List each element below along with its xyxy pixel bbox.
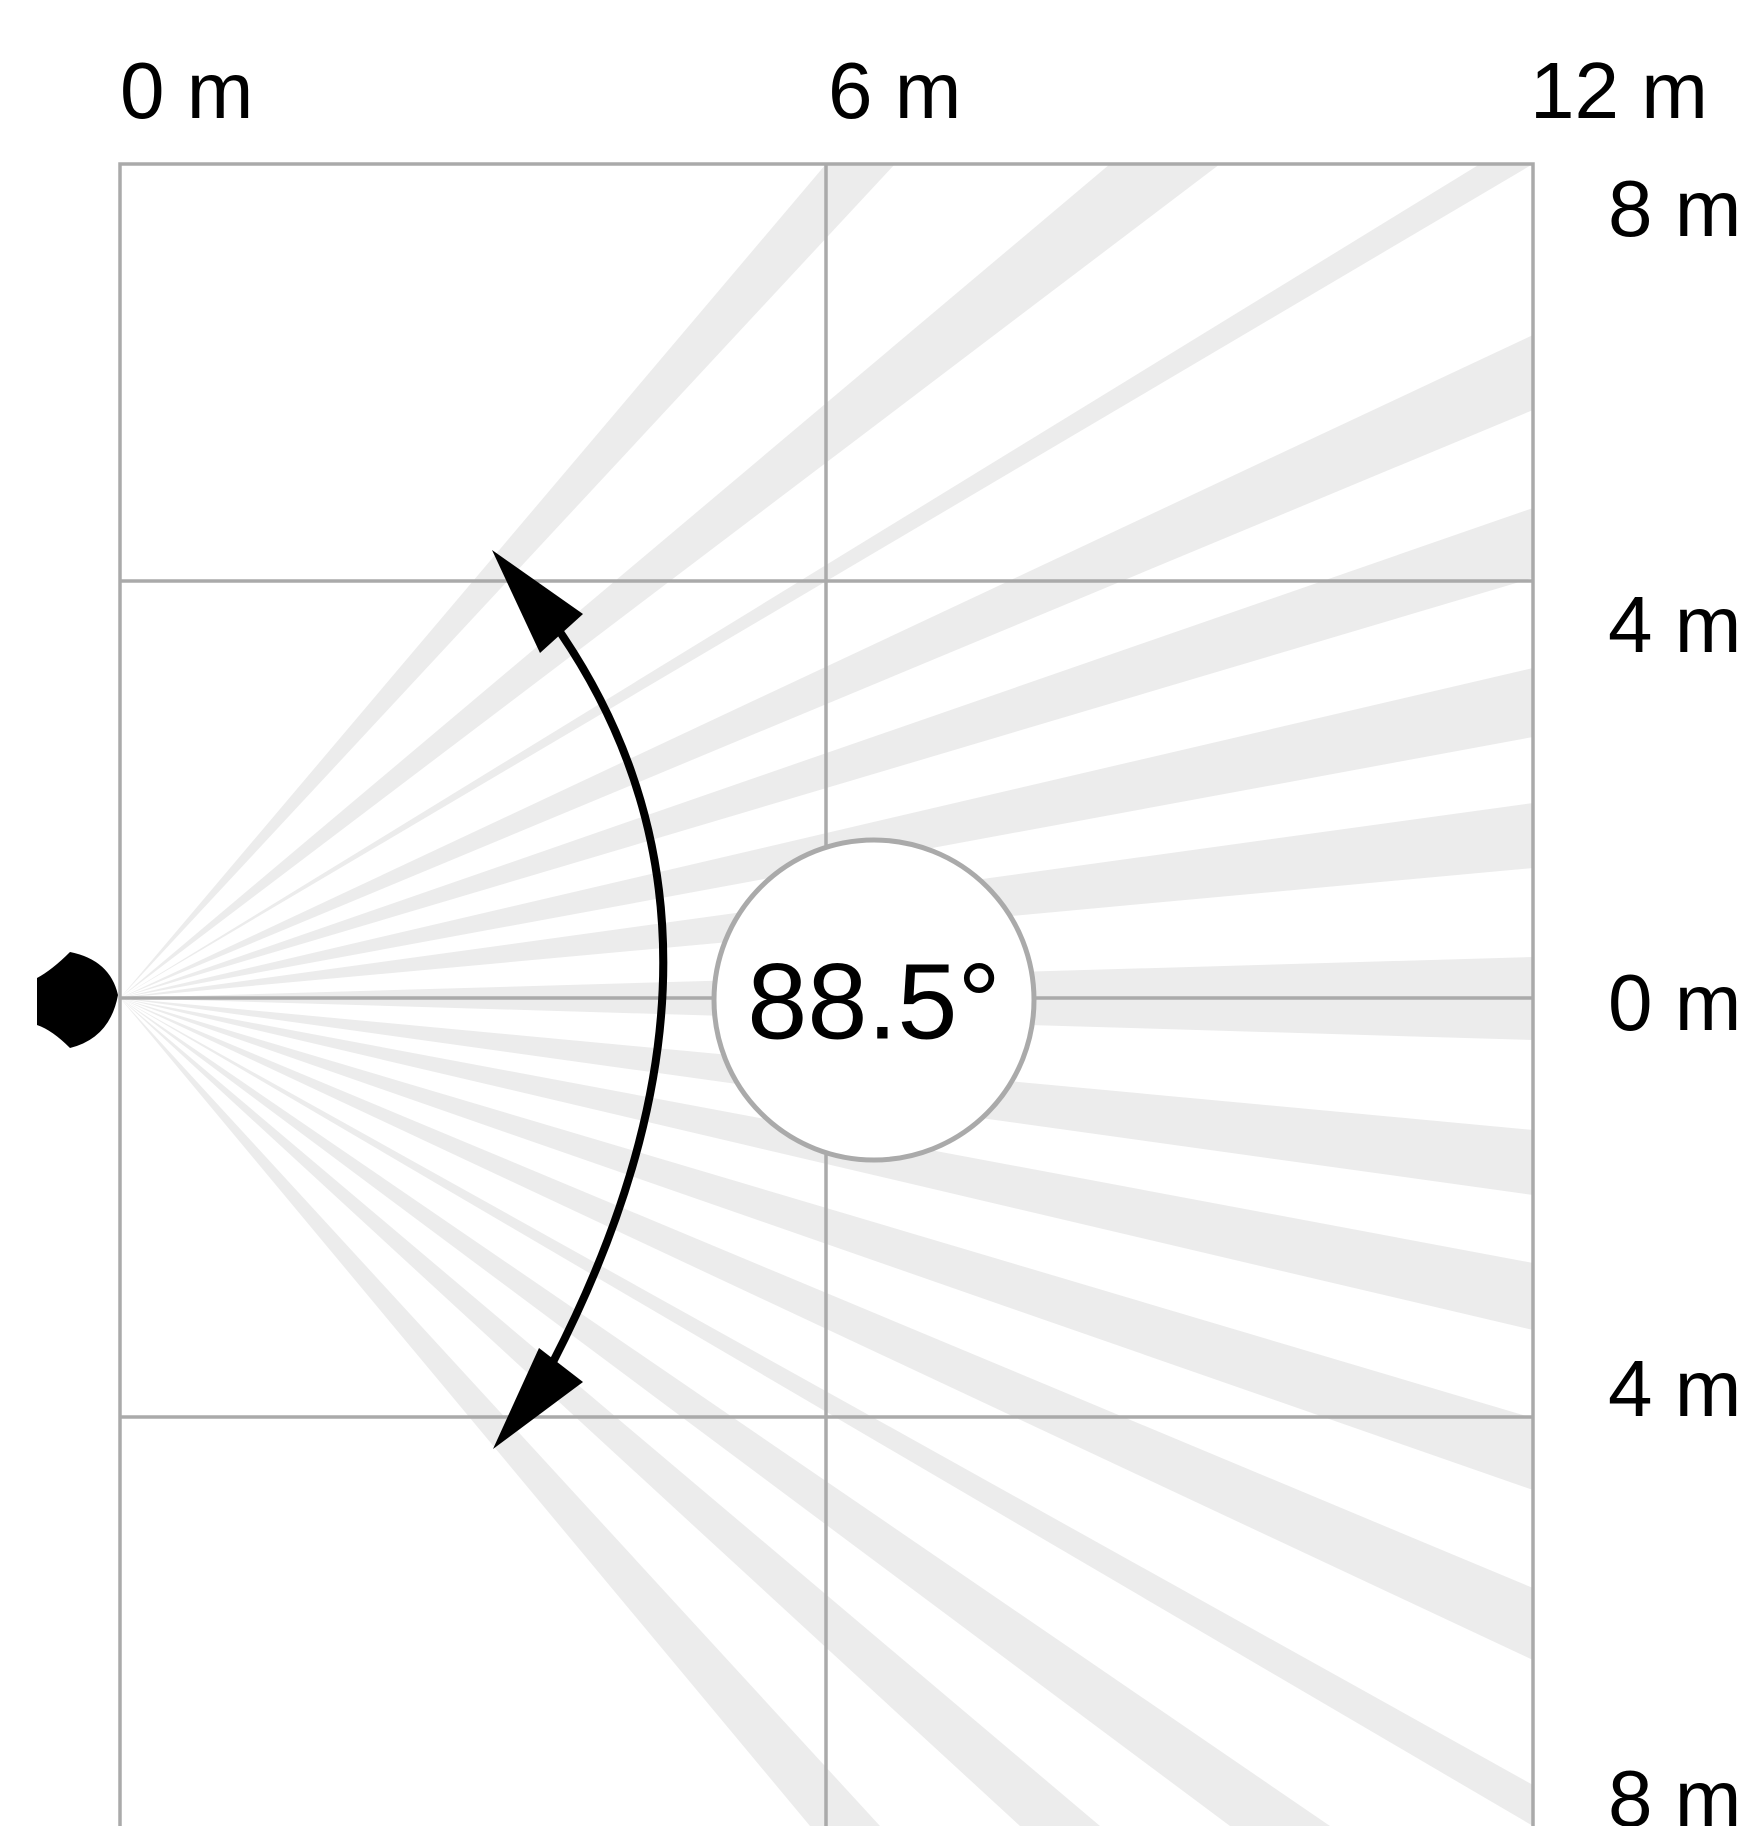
x-axis-labels: 0 m 6 m 12 m — [120, 46, 1708, 135]
angle-value: 88.5° — [747, 941, 1000, 1062]
y-label-bottom-8m: 8 m — [1608, 1754, 1741, 1826]
x-label-0m: 0 m — [120, 46, 253, 135]
y-label-lower-4m: 4 m — [1608, 1344, 1741, 1433]
detector-icon — [37, 952, 118, 1048]
angle-badge-circle — [711, 837, 1037, 1163]
arc-arrow-head-top — [492, 550, 583, 653]
angle-badge: 88.5° — [711, 837, 1037, 1163]
arc-arrow-head-bottom — [493, 1348, 583, 1449]
y-label-upper-4m: 4 m — [1608, 580, 1741, 669]
detection-beam — [120, 998, 1100, 1826]
double-headed-arc-arrow-icon — [492, 550, 668, 1449]
arc-arrow-shaft — [549, 628, 668, 1366]
x-label-6m: 6 m — [828, 46, 961, 135]
detection-beam — [120, 998, 1330, 1826]
x-label-12m: 12 m — [1530, 46, 1708, 135]
y-label-0m: 0 m — [1608, 958, 1741, 1047]
y-label-top-8m: 8 m — [1608, 164, 1741, 253]
detection-beam — [120, 998, 880, 1826]
y-axis-labels: 8 m 4 m 0 m 4 m 8 m — [1608, 164, 1741, 1826]
